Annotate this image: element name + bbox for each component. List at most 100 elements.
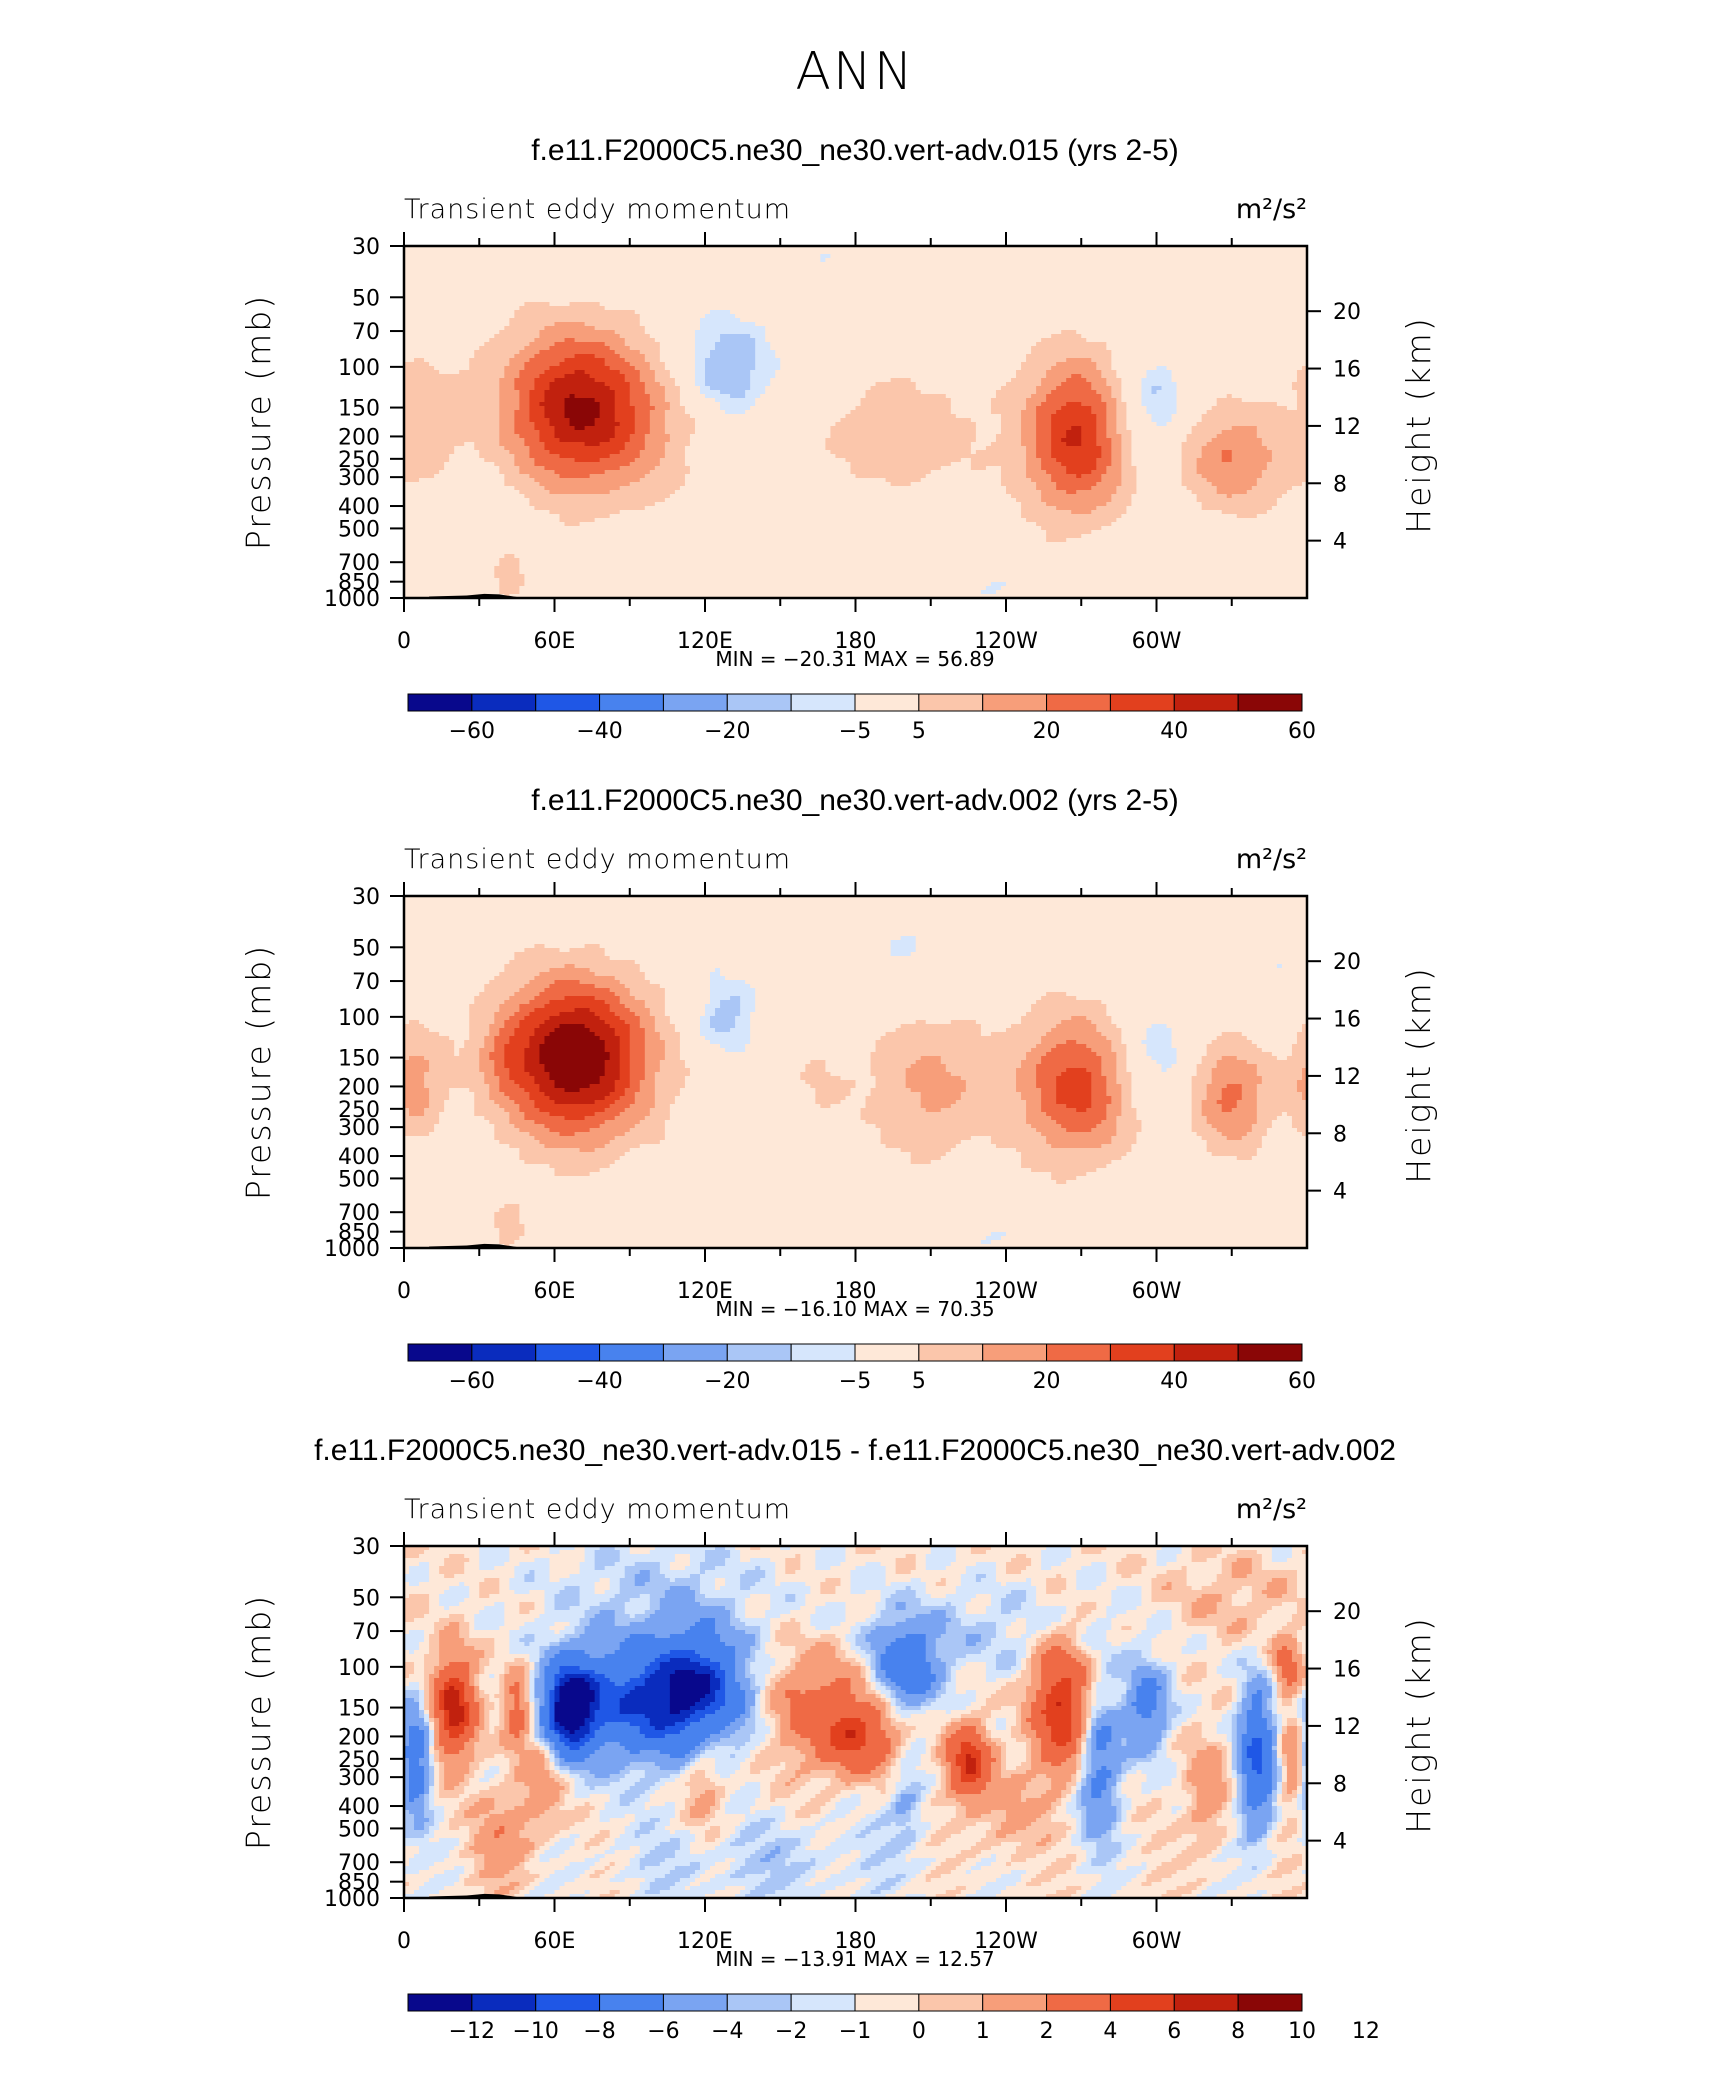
y-right-tick-label: 4 [1333, 530, 1347, 555]
colorbar [407, 1343, 1303, 1362]
colorbar-swatch [1237, 693, 1303, 712]
panel-title: f.e11.F2000C5.ne30_ne30.vert-adv.002 (yr… [531, 784, 1179, 817]
y-tick-label: 70 [352, 320, 380, 345]
y-right-tick-label: 16 [1333, 358, 1361, 383]
colorbar-swatch [599, 1993, 664, 2012]
colorbar-swatch [982, 1993, 1048, 2012]
y-tick-label: 150 [338, 1697, 380, 1722]
y-tick-label: 30 [352, 885, 380, 910]
y-right-tick-label: 16 [1333, 1008, 1361, 1033]
colorbar-swatch [1046, 1343, 1111, 1362]
colorbar-swatch [918, 1993, 984, 2012]
y-tick-label: 1000 [324, 1887, 380, 1912]
y-tick-label: 50 [352, 286, 380, 311]
colorbar-label: 5 [912, 719, 926, 744]
colorbar-swatch [726, 1343, 792, 1362]
colorbar-label: 1 [976, 2019, 990, 2044]
colorbar-label: 60 [1288, 1369, 1316, 1394]
left-title: Transient eddy momentum [404, 1494, 791, 1525]
y-tick-label: 100 [338, 1656, 380, 1681]
colorbar-label: −8 [583, 2019, 615, 2044]
min-max-stats: MIN = −16.10 MAX = 70.35 [715, 1297, 994, 1321]
colorbar-swatch [662, 1343, 728, 1362]
colorbar-label: 20 [1033, 719, 1061, 744]
x-tick-label: 120W [974, 629, 1038, 654]
y-right-axis-label: Height (km) [1399, 1616, 1438, 1833]
y-tick-label: 400 [338, 495, 380, 520]
chart-panel-2: f.e11.F2000C5.ne30_ne30.vert-adv.002 (yr… [239, 784, 1438, 1394]
colorbar-swatch [1109, 693, 1175, 712]
colorbar-swatch [407, 1343, 473, 1362]
x-tick-label: 60E [534, 1279, 576, 1304]
y-tick-label: 700 [338, 1201, 380, 1226]
colorbar [407, 1993, 1303, 2012]
y-tick-label: 500 [338, 1817, 380, 1842]
x-tick-label: 60W [1132, 1279, 1182, 1304]
y-tick-label: 70 [352, 1620, 380, 1645]
colorbar-label: −1 [839, 2019, 871, 2044]
colorbar-swatch [982, 1343, 1048, 1362]
y-axis-label: Pressure (mb) [239, 294, 278, 550]
y-tick-label: 250 [338, 1098, 380, 1123]
colorbar-label: −2 [775, 2019, 807, 2044]
colorbar-label: −60 [449, 719, 495, 744]
colorbar-swatch [1046, 693, 1111, 712]
y-tick-label: 250 [338, 448, 380, 473]
y-tick-label: 50 [352, 936, 380, 961]
colorbar-swatch [535, 693, 601, 712]
y-right-tick-label: 8 [1333, 1122, 1347, 1147]
x-tick-label: 120E [677, 1929, 733, 1954]
figure-title: ANN [795, 42, 915, 102]
y-tick-label: 850 [338, 571, 380, 596]
y-right-tick-label: 4 [1333, 1830, 1347, 1855]
colorbar-label: 40 [1160, 1369, 1188, 1394]
colorbar-swatch [599, 693, 664, 712]
y-tick-label: 850 [338, 1871, 380, 1896]
colorbar-swatch [535, 1343, 601, 1362]
colorbar-swatch [535, 1993, 601, 2012]
y-right-tick-label: 12 [1333, 415, 1361, 440]
colorbar-label: −5 [839, 1369, 871, 1394]
panel-title: f.e11.F2000C5.ne30_ne30.vert-adv.015 (yr… [531, 134, 1179, 167]
y-tick-label: 300 [338, 1766, 380, 1791]
colorbar-label: −10 [512, 2019, 558, 2044]
y-right-tick-label: 8 [1333, 472, 1347, 497]
colorbar-swatch [1237, 1993, 1303, 2012]
colorbar [407, 693, 1303, 712]
colorbar-swatch [471, 693, 537, 712]
colorbar-swatch [1173, 1343, 1239, 1362]
colorbar-label: 8 [1231, 2019, 1245, 2044]
contour-field [404, 246, 1308, 599]
y-right-tick-label: 8 [1333, 1772, 1347, 1797]
colorbar-swatch [918, 1343, 984, 1362]
colorbar-label: −4 [711, 2019, 743, 2044]
y-right-tick-label: 20 [1333, 300, 1361, 325]
colorbar-label: 12 [1352, 2019, 1380, 2044]
y-right-tick-label: 20 [1333, 1600, 1361, 1625]
y-right-tick-label: 12 [1333, 1065, 1361, 1090]
colorbar-swatch [662, 1993, 728, 2012]
colorbar-swatch [1046, 1993, 1111, 2012]
y-tick-label: 250 [338, 1748, 380, 1773]
colorbar-swatch [854, 1993, 920, 2012]
units-label: m²/s² [1236, 194, 1307, 225]
colorbar-swatch [471, 1343, 537, 1362]
y-tick-label: 30 [352, 1535, 380, 1560]
y-axis-label: Pressure (mb) [239, 944, 278, 1200]
colorbar-swatch [1173, 1993, 1239, 2012]
colorbar-label: 0 [912, 2019, 926, 2044]
colorbar-swatch [726, 1993, 792, 2012]
colorbar-swatch [662, 693, 728, 712]
y-tick-label: 700 [338, 551, 380, 576]
chart-panel-3: f.e11.F2000C5.ne30_ne30.vert-adv.015 - f… [239, 1434, 1438, 2044]
x-tick-label: 180 [835, 1929, 877, 1954]
colorbar-label: 4 [1103, 2019, 1117, 2044]
chart-panel-1: f.e11.F2000C5.ne30_ne30.vert-adv.015 (yr… [239, 134, 1438, 744]
y-tick-label: 100 [338, 356, 380, 381]
x-tick-label: 120E [677, 629, 733, 654]
colorbar-label: −20 [704, 719, 750, 744]
y-right-axis-label: Height (km) [1399, 966, 1438, 1183]
colorbar-label: −12 [449, 2019, 495, 2044]
x-tick-label: 0 [397, 1929, 411, 1954]
